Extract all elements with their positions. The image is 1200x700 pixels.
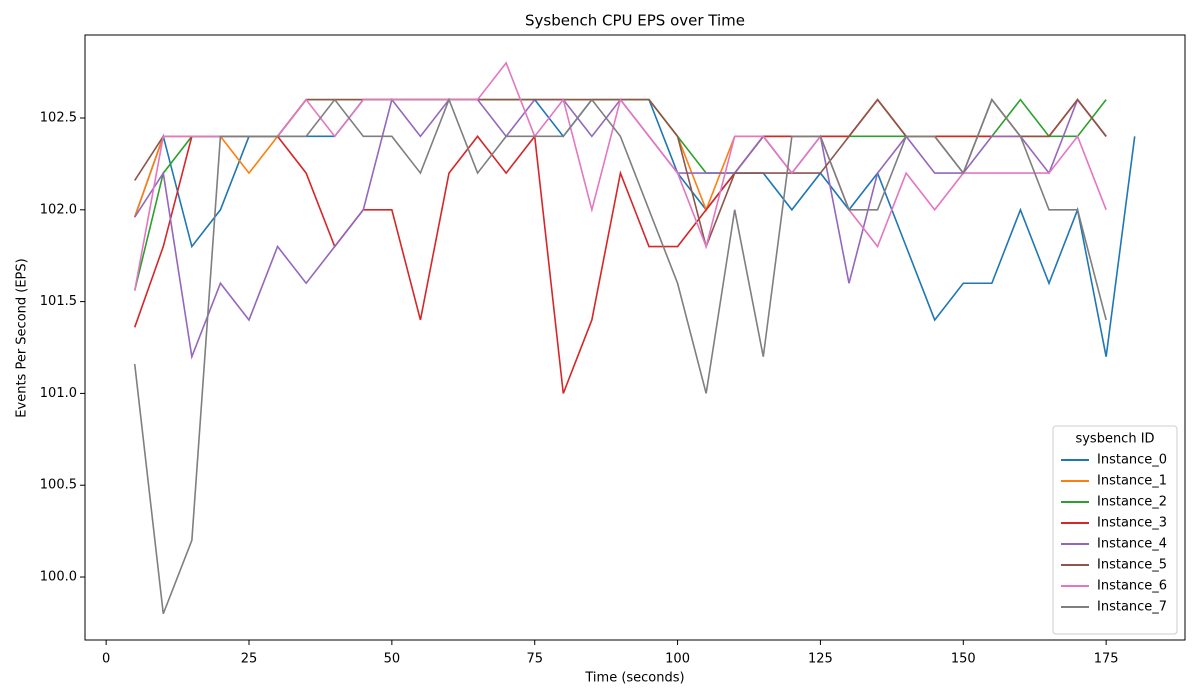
legend-label: Instance_7	[1097, 600, 1167, 615]
y-axis-label: Events Per Second (EPS)	[15, 258, 30, 417]
legend-label: Instance_3	[1097, 516, 1167, 531]
legend-label: Instance_6	[1097, 579, 1167, 594]
series-line	[133, 61, 1107, 291]
y-tick-label: 100.5	[40, 478, 77, 493]
legend-label: Instance_4	[1097, 537, 1167, 552]
y-tick-label: 101.5	[40, 294, 77, 309]
legend-label: Instance_0	[1097, 453, 1167, 468]
legend-box	[1052, 425, 1178, 635]
legend-label: Instance_1	[1097, 474, 1167, 489]
legend: sysbench ID Instance_0 Instance_1 Instance_…	[1052, 425, 1178, 635]
x-tick-label: 0	[102, 652, 110, 667]
x-tick-label: 75	[526, 652, 543, 667]
y-tick-label: 102.5	[40, 110, 77, 125]
x-tick-label: 100	[665, 652, 690, 667]
x-axis-label: Time (seconds)	[584, 671, 684, 686]
legend-label: Instance_2	[1097, 495, 1167, 510]
x-tick-label: 150	[951, 652, 976, 667]
x-tick-label: 175	[1094, 652, 1119, 667]
y-tick-label: 100.0	[40, 570, 77, 585]
chart-title: Sysbench CPU EPS over Time	[525, 12, 745, 30]
y-tick-label: 102.0	[40, 202, 77, 217]
legend-title: sysbench ID	[1075, 432, 1154, 447]
legend-label: Instance_5	[1097, 558, 1167, 573]
plot-area	[84, 34, 1186, 641]
x-tick-label: 50	[384, 652, 401, 667]
x-tick-label: 25	[241, 652, 258, 667]
x-tick-label: 125	[808, 652, 833, 667]
y-tick-label: 101.0	[40, 386, 77, 401]
series-line	[133, 98, 1107, 394]
series-line	[133, 97, 1107, 615]
